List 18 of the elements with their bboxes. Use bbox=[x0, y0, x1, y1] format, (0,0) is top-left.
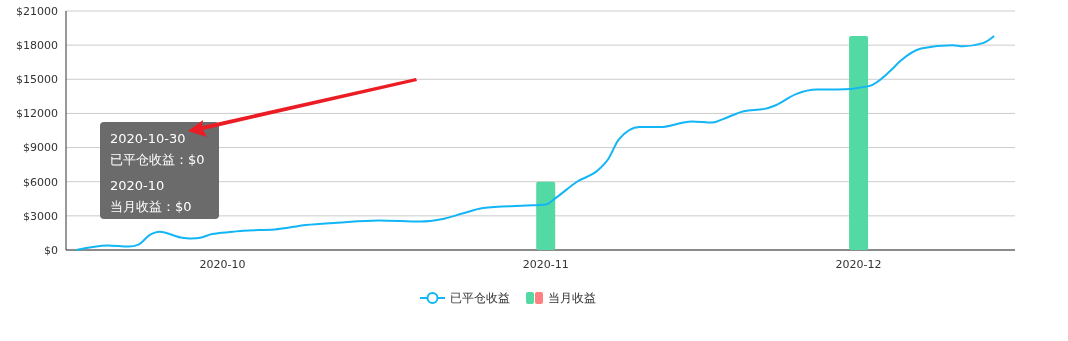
y-tick-label: $0 bbox=[44, 243, 58, 257]
x-tick-label: 2020-11 bbox=[522, 258, 569, 271]
y-tick-label: $3000 bbox=[23, 209, 58, 223]
line-series bbox=[75, 35, 996, 251]
legend-label: 当月收益 bbox=[548, 291, 596, 306]
y-tick-label: $12000 bbox=[16, 107, 58, 121]
legend-label: 已平仓收益 bbox=[450, 291, 510, 306]
y-tick-label: $15000 bbox=[16, 73, 58, 87]
x-tick-label: 2020-10 bbox=[199, 258, 246, 271]
y-tick-label: $21000 bbox=[16, 4, 58, 18]
y-tick-label: $18000 bbox=[16, 38, 58, 52]
annotation: 已平仓收益：$0 bbox=[110, 152, 205, 167]
x-tick-label: 2020-12 bbox=[835, 258, 882, 271]
annotation: 当月收益：$0 bbox=[110, 199, 192, 214]
y-tick-label: $6000 bbox=[23, 175, 58, 189]
annotation: 2020-10-30 bbox=[110, 131, 186, 146]
annotation: 2020-10 bbox=[110, 178, 165, 193]
y-tick-label: $9000 bbox=[23, 141, 58, 155]
